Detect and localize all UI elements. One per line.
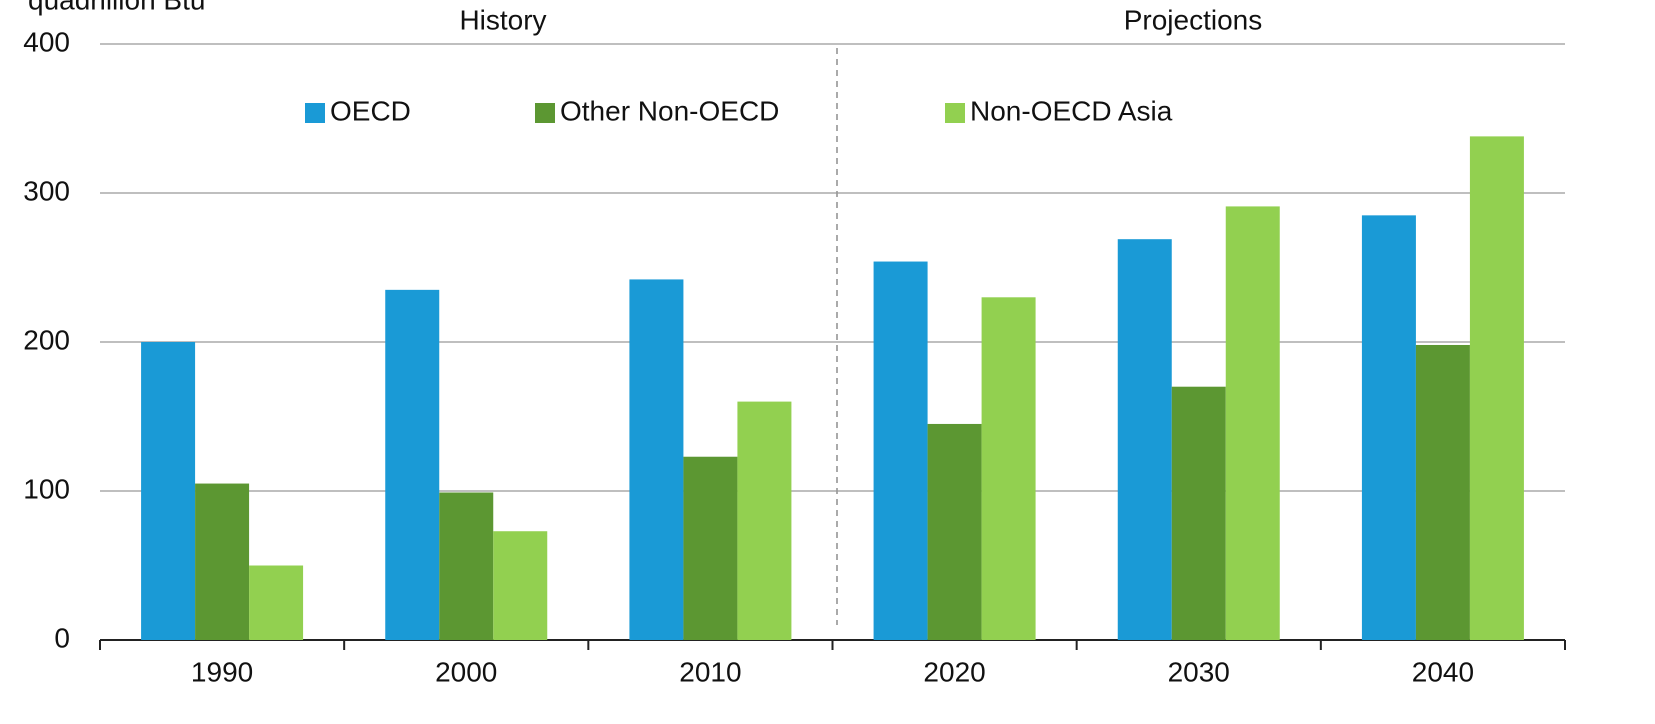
annotation: History [459, 4, 546, 35]
bar [873, 261, 928, 640]
bar [1117, 239, 1172, 640]
x-tick-label: 2030 [1168, 656, 1230, 687]
bar [1171, 386, 1226, 640]
bar [385, 289, 440, 640]
bar [493, 531, 548, 640]
legend-swatch [945, 103, 965, 123]
x-tick-label: 2010 [679, 656, 741, 687]
bar [141, 342, 196, 640]
annotation: Projections [1124, 4, 1263, 35]
bar [1415, 344, 1470, 640]
bar [249, 565, 304, 640]
bar [629, 279, 684, 640]
bar [1469, 136, 1524, 640]
bar [981, 297, 1036, 640]
bar [195, 483, 250, 640]
y-tick-label: 400 [23, 26, 70, 57]
bar [1225, 206, 1280, 640]
legend-label: OECD [330, 95, 411, 126]
y-tick-label: 100 [23, 473, 70, 504]
bar [439, 492, 494, 640]
bar [1361, 215, 1416, 640]
legend-label: Non-OECD Asia [970, 95, 1173, 126]
bar [737, 401, 792, 640]
x-tick-label: 2000 [435, 656, 497, 687]
legend-swatch [305, 103, 325, 123]
y-tick-label: 0 [54, 622, 70, 653]
bar [927, 423, 982, 640]
y-axis-label: quadrillion Btu [28, 0, 205, 15]
y-tick-label: 300 [23, 175, 70, 206]
y-tick-label: 200 [23, 324, 70, 355]
x-tick-label: 1990 [191, 656, 253, 687]
legend-swatch [535, 103, 555, 123]
legend-label: Other Non-OECD [560, 95, 779, 126]
bar [683, 456, 738, 640]
x-tick-label: 2020 [923, 656, 985, 687]
x-tick-label: 2040 [1412, 656, 1474, 687]
